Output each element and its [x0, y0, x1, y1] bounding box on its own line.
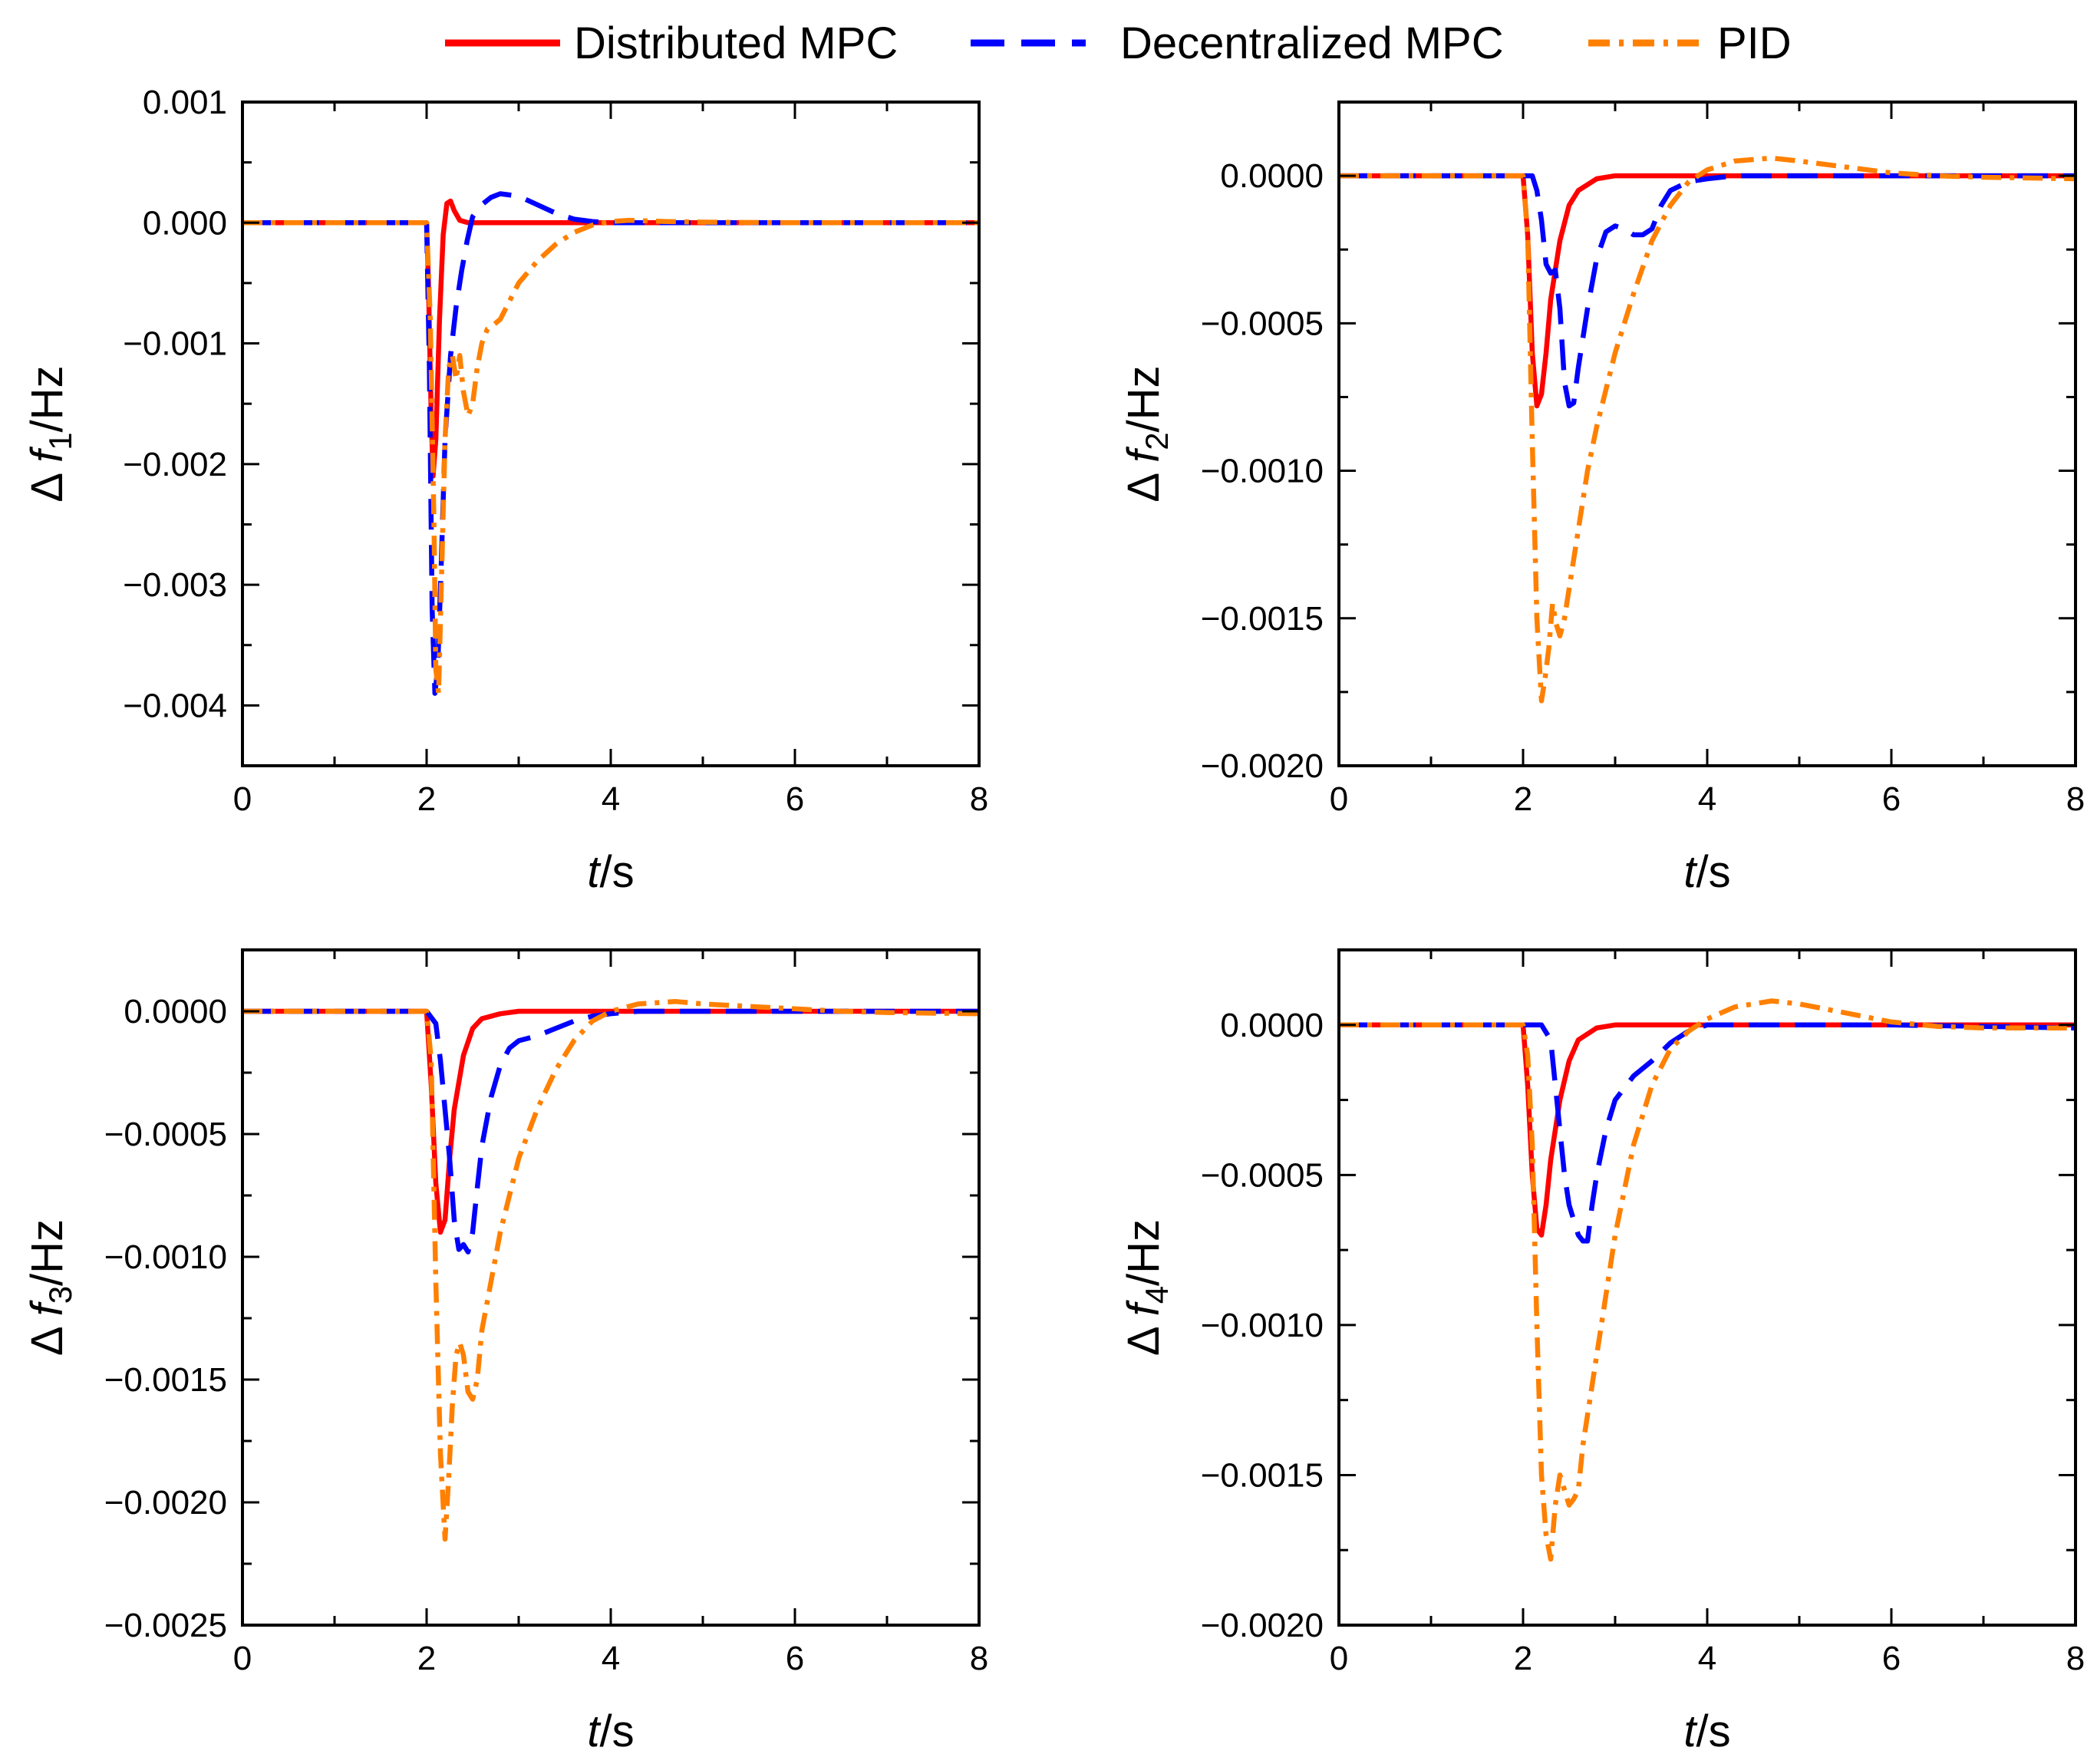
- y-axis-part-1-2: 1: [42, 432, 78, 450]
- y-tick-label-4: −0.0020: [1201, 1607, 1324, 1644]
- chart-panel-3: 0 2 4 6 8 0.0000 −0.0005 −0.0010 −0.0015 −0.0020 −…: [22, 948, 988, 1756]
- series-group-1: [242, 191, 979, 696]
- x-axis-title-4: t/s: [1683, 1706, 1730, 1756]
- y-axis-title-1: Δ f1/Hz: [22, 365, 78, 502]
- y-tick-label-2: 0.0000: [1220, 157, 1324, 195]
- series-line-pid-4: [1339, 998, 2076, 1562]
- chart-panel-4: 0 2 4 6 8 0.0000 −0.0005 −0.0010 −0.0015 −0.0020 t…: [1119, 948, 2085, 1756]
- series-line-distributed-mpc-3: [242, 1008, 979, 1235]
- y-tick-label-3: −0.0015: [104, 1361, 227, 1399]
- x-tick-label-1: 6: [786, 780, 804, 818]
- x-tick-label-4: 4: [1698, 1640, 1716, 1677]
- x-tick-label-4: 8: [2066, 1640, 2085, 1677]
- x-tick-label-2: 4: [1698, 780, 1716, 818]
- series-line-decentralized-mpc-4: [1339, 1022, 2076, 1244]
- chart-panel-2: 0 2 4 6 8 0.0000 −0.0005 −0.0010 −0.0015 −0.0020 t…: [1119, 101, 2085, 897]
- plot-frame-2: [1337, 101, 2077, 767]
- x-tick-label-3: 6: [786, 1640, 804, 1677]
- legend-label-distributed-mpc: Distributed MPC: [574, 18, 898, 68]
- y-axis-part-4-3: /Hz: [1119, 1219, 1169, 1286]
- y-tick-label-2: −0.0010: [1201, 453, 1324, 490]
- x-tick-label-3: 8: [970, 1640, 988, 1677]
- x-tick-label-1: 2: [417, 780, 436, 818]
- y-tick-label-1: 0.000: [143, 204, 227, 242]
- x-tick-label-3: 4: [602, 1640, 620, 1677]
- y-axis-title-4: Δ f4/Hz: [1119, 1219, 1175, 1356]
- y-tick-label-3: −0.0010: [104, 1238, 227, 1276]
- series-group-3: [242, 998, 979, 1542]
- y-tick-label-1: −0.003: [123, 566, 227, 604]
- x-axis-var-4: t: [1683, 1706, 1698, 1756]
- y-tick-label-1: −0.001: [123, 325, 227, 363]
- series-group-2: [1339, 155, 2076, 704]
- x-axis-var-1: t: [587, 847, 602, 897]
- series-line-distributed-mpc-2: [1339, 173, 2076, 409]
- y-tick-label-1: −0.002: [123, 446, 227, 483]
- y-axis-part-4-0: Δ: [1119, 1316, 1169, 1356]
- y-axis-part-2-2: 2: [1139, 432, 1175, 450]
- x-tick-label-2: 6: [1882, 780, 1901, 818]
- legend: Distributed MPC Decentralized MPC PID: [445, 18, 1792, 68]
- x-tick-label-1: 8: [970, 780, 988, 818]
- series-line-pid-2: [1339, 155, 2076, 704]
- y-axis-part-3-2: 3: [42, 1286, 78, 1304]
- x-tick-label-1: 4: [602, 780, 620, 818]
- series-line-decentralized-mpc-1: [242, 191, 979, 696]
- y-axis-part-1-3: /Hz: [22, 365, 72, 432]
- series-group-4: [1339, 998, 2076, 1562]
- plot-frame-4: [1337, 948, 2077, 1627]
- y-tick-label-2: −0.0005: [1201, 305, 1324, 342]
- y-tick-label-4: −0.0015: [1201, 1456, 1324, 1494]
- y-tick-label-4: −0.0005: [1201, 1156, 1324, 1194]
- y-tick-label-3: −0.0020: [104, 1484, 227, 1522]
- chart-panel-1: 0 2 4 6 8 0.001 0.000 −0.001 −0.002 −0.003 −0.004 t…: [22, 84, 988, 897]
- plot-frame-3: [241, 948, 981, 1627]
- x-tick-label-2: 0: [1330, 780, 1348, 818]
- y-tick-label-4: 0.0000: [1220, 1007, 1324, 1044]
- x-axis-title-1: t/s: [587, 847, 634, 897]
- x-axis-unit-4: /s: [1696, 1706, 1731, 1756]
- y-axis-title-3: Δ f3/Hz: [22, 1219, 78, 1356]
- x-tick-label-3: 2: [417, 1640, 436, 1677]
- x-axis-var-3: t: [587, 1706, 602, 1756]
- y-axis-part-3-0: Δ: [22, 1316, 72, 1356]
- x-axis-unit-3: /s: [600, 1706, 635, 1756]
- plot-frame-1: [241, 101, 981, 767]
- series-line-pid-1: [242, 217, 979, 696]
- series-line-distributed-mpc-4: [1339, 1022, 2076, 1238]
- x-tick-label-4: 2: [1514, 1640, 1532, 1677]
- series-line-pid-3: [242, 998, 979, 1542]
- y-tick-label-3: −0.0005: [104, 1116, 227, 1153]
- y-tick-label-1: 0.001: [143, 84, 227, 121]
- x-axis-var-2: t: [1683, 847, 1698, 897]
- y-tick-label-1: −0.004: [123, 687, 227, 724]
- y-tick-label-2: −0.0015: [1201, 600, 1324, 638]
- y-tick-label-3: 0.0000: [124, 993, 227, 1030]
- series-line-distributed-mpc-1: [242, 198, 979, 479]
- y-tick-label-4: −0.0010: [1201, 1307, 1324, 1344]
- y-axis-part-1-0: Δ: [22, 463, 72, 503]
- x-axis-unit-1: /s: [600, 847, 635, 897]
- x-tick-label-2: 8: [2066, 780, 2085, 818]
- x-tick-label-4: 0: [1330, 1640, 1348, 1677]
- series-line-decentralized-mpc-3: [242, 1008, 979, 1255]
- x-tick-label-1: 0: [233, 780, 252, 818]
- legend-label-pid: PID: [1717, 18, 1792, 68]
- y-axis-part-2-0: Δ: [1119, 463, 1169, 503]
- x-tick-label-2: 2: [1514, 780, 1532, 818]
- y-axis-part-2-3: /Hz: [1119, 365, 1169, 432]
- y-axis-title-2: Δ f2/Hz: [1119, 365, 1175, 502]
- legend-label-decentralized-mpc: Decentralized MPC: [1120, 18, 1504, 68]
- x-tick-label-3: 0: [233, 1640, 252, 1677]
- series-line-decentralized-mpc-2: [1339, 173, 2076, 409]
- x-axis-title-2: t/s: [1683, 847, 1730, 897]
- y-tick-label-3: −0.0025: [104, 1607, 227, 1644]
- y-axis-part-3-3: /Hz: [22, 1219, 72, 1286]
- y-tick-label-2: −0.0020: [1201, 747, 1324, 785]
- x-axis-title-3: t/s: [587, 1706, 634, 1756]
- x-axis-unit-2: /s: [1696, 847, 1731, 897]
- y-axis-part-4-2: 4: [1139, 1286, 1175, 1304]
- x-tick-label-4: 6: [1882, 1640, 1901, 1677]
